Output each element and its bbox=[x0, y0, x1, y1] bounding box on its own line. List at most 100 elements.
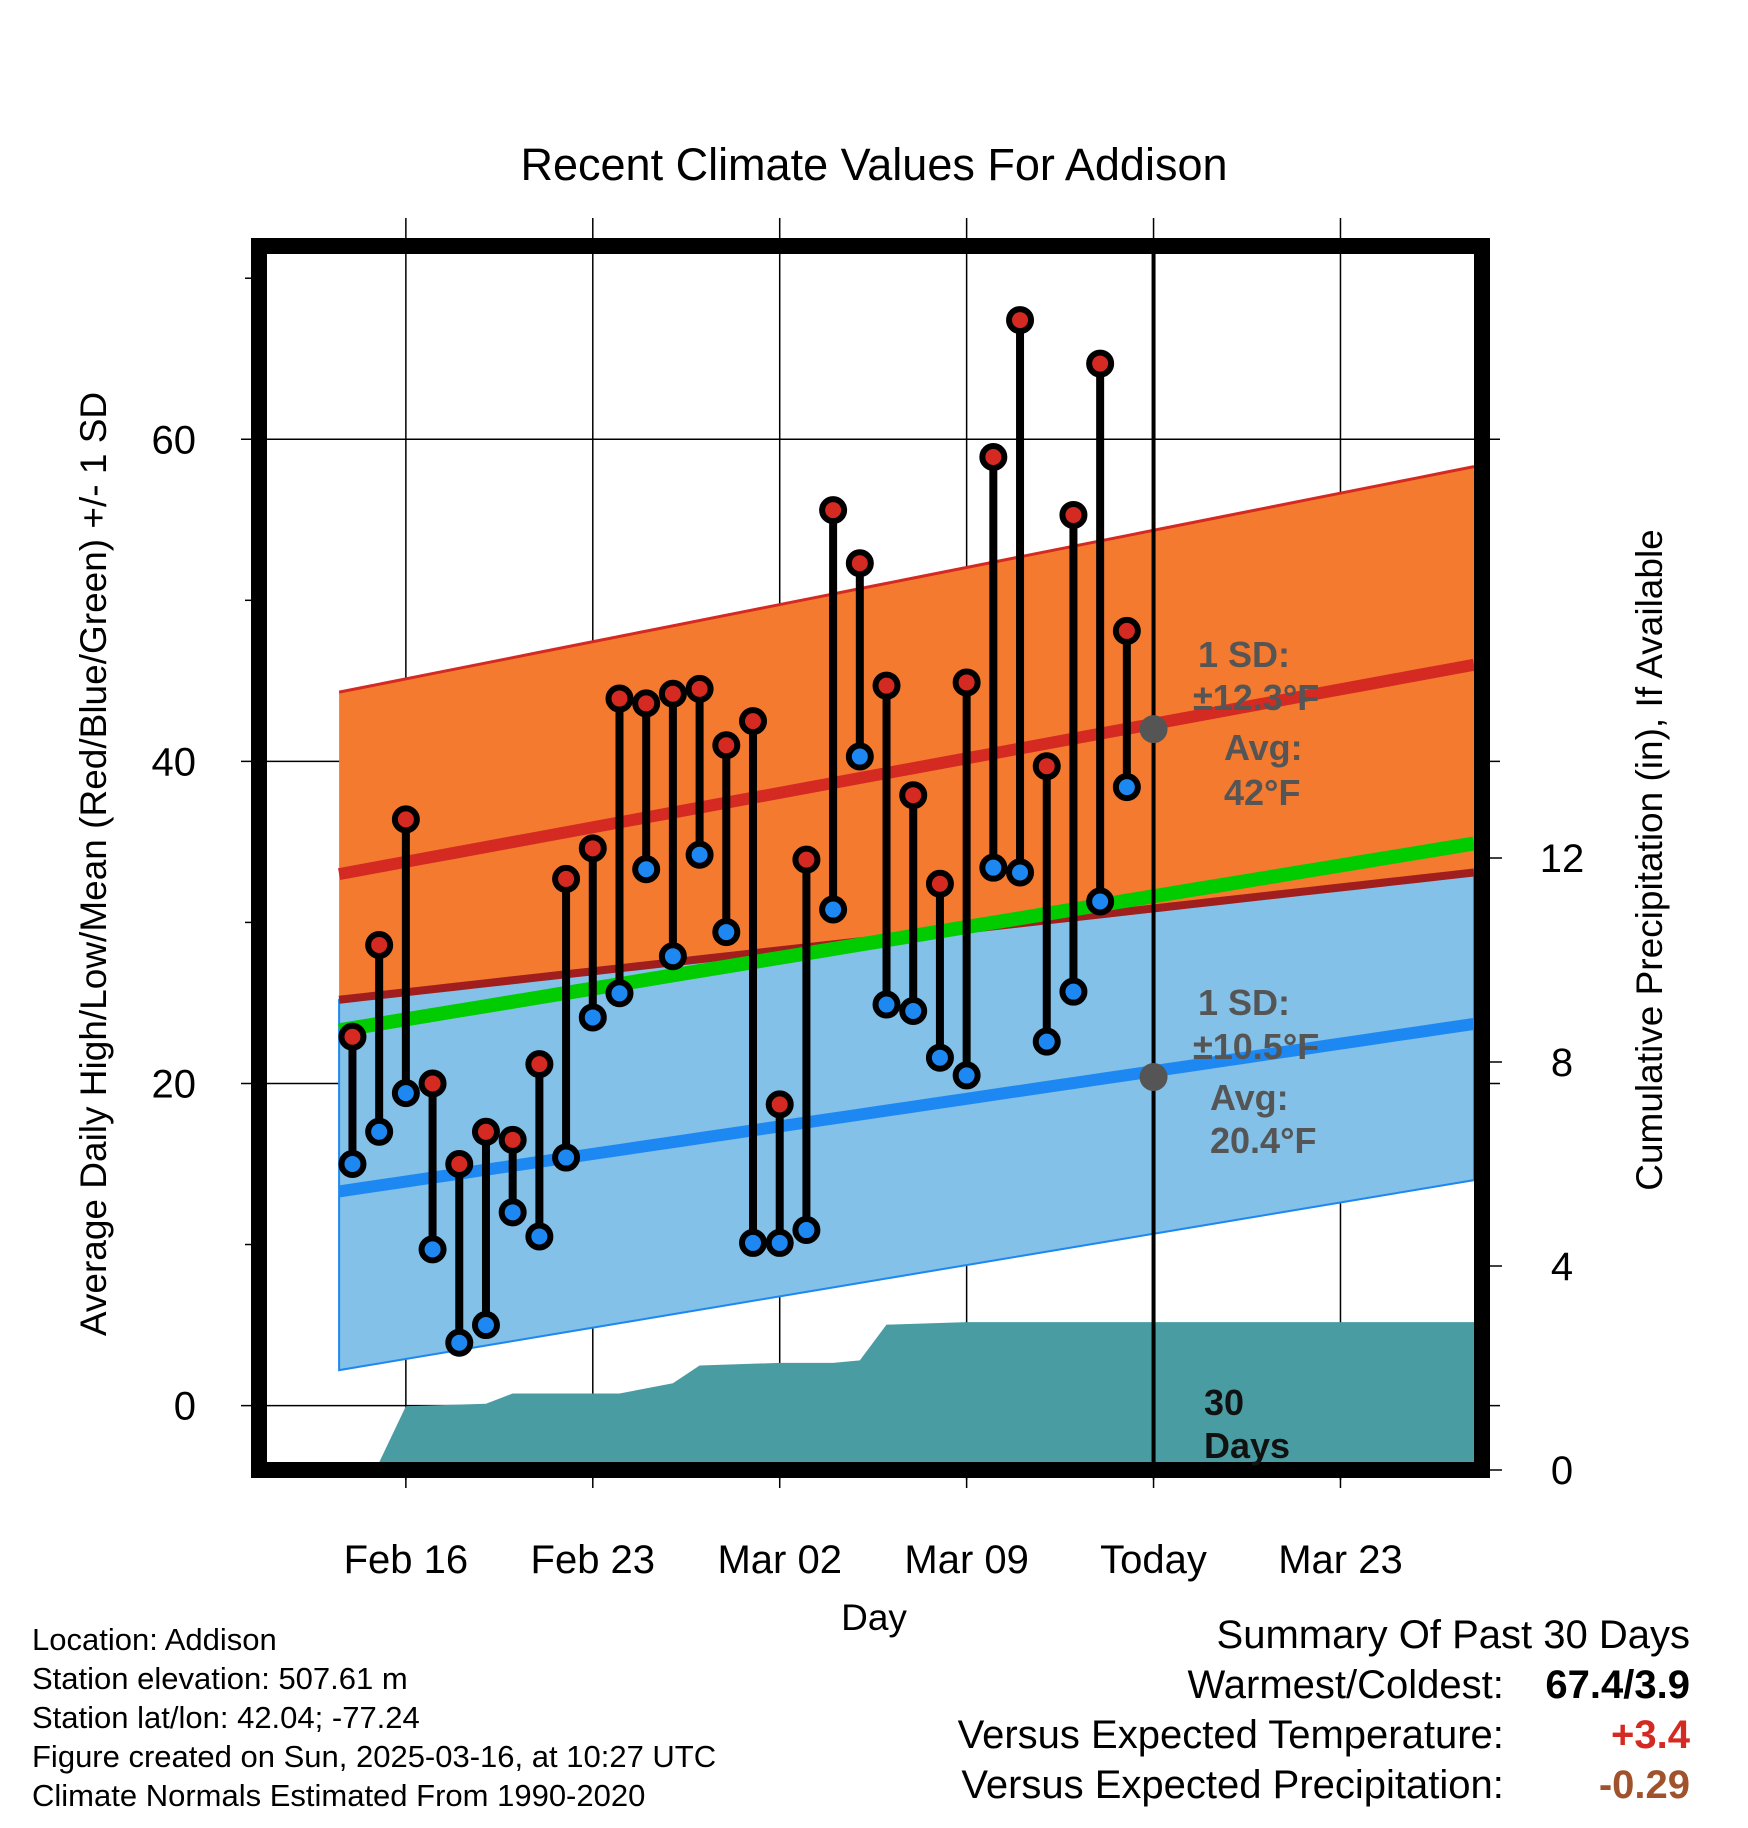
day-low-marker bbox=[739, 1228, 768, 1257]
x-tick-label: Mar 23 bbox=[1278, 1538, 1403, 1582]
low-sd-value: ±10.5°F bbox=[1193, 1026, 1319, 1067]
day-low-marker bbox=[552, 1143, 581, 1172]
today-low-avg-marker bbox=[1139, 1063, 1168, 1092]
day-high-marker bbox=[1032, 752, 1061, 781]
day-low-marker bbox=[685, 840, 714, 869]
day-low-marker bbox=[498, 1198, 527, 1227]
x-tick-label: Today bbox=[1100, 1538, 1207, 1582]
elevation-text: Station elevation: 507.61 m bbox=[32, 1661, 408, 1696]
precip-value: -0.29 bbox=[1598, 1763, 1690, 1807]
summary-temp-row: Versus Expected Temperature: +3.4 bbox=[958, 1710, 1690, 1760]
day-low-marker bbox=[899, 997, 928, 1025]
y-tick-label: 60 bbox=[152, 418, 197, 462]
y-axis-title: Average Daily High/Low/Mean (Red/Blue/Gr… bbox=[73, 392, 114, 1336]
y2-axis-title: Cumulative Precipitation (in), If Availa… bbox=[1629, 529, 1670, 1191]
day-low-marker bbox=[632, 855, 661, 884]
day-low-marker bbox=[1086, 887, 1115, 916]
day-high-marker bbox=[712, 731, 741, 760]
normal-high-line bbox=[338, 658, 1476, 881]
normal-low-line bbox=[338, 1017, 1475, 1198]
temp-value: +3.4 bbox=[1611, 1713, 1690, 1757]
x-tick-label: Mar 09 bbox=[904, 1538, 1029, 1582]
day-high-marker bbox=[845, 549, 874, 578]
day-high-marker bbox=[445, 1150, 474, 1178]
day-low-marker bbox=[605, 979, 634, 1008]
day-low-marker bbox=[578, 1003, 607, 1032]
warmest-label: Warmest/Coldest: bbox=[1187, 1663, 1504, 1707]
summary-precip-row: Versus Expected Precipitation: -0.29 bbox=[958, 1760, 1690, 1810]
high-sd-label: 1 SD: bbox=[1198, 634, 1290, 675]
day-high-marker bbox=[338, 1022, 367, 1051]
day-high-marker bbox=[899, 781, 928, 810]
y-tick-label: 0 bbox=[174, 1385, 196, 1429]
day-low-marker bbox=[1112, 773, 1141, 802]
axes: Recent Climate Values For Addison0204060… bbox=[73, 139, 1670, 1638]
day-low-marker bbox=[819, 895, 848, 924]
day-high-marker bbox=[979, 442, 1008, 471]
day-low-marker bbox=[445, 1328, 474, 1357]
day-high-marker bbox=[658, 679, 687, 708]
low-sd-label: 1 SD: bbox=[1198, 982, 1290, 1023]
day-low-marker bbox=[471, 1311, 500, 1340]
day-high-marker bbox=[1059, 500, 1088, 529]
summary-title: Summary Of Past 30 Days bbox=[1216, 1613, 1690, 1657]
day-high-marker bbox=[605, 684, 634, 713]
x-tick-label: Feb 16 bbox=[344, 1538, 469, 1582]
chart-title: Recent Climate Values For Addison bbox=[520, 139, 1227, 190]
day-high-marker bbox=[365, 930, 394, 959]
day-high-marker bbox=[578, 834, 607, 863]
precip-fill bbox=[339, 1322, 1474, 1470]
day-high-marker bbox=[471, 1117, 500, 1146]
day-low-marker bbox=[1059, 977, 1088, 1006]
daily-range-bars bbox=[338, 306, 1141, 1357]
day-high-marker bbox=[525, 1050, 554, 1079]
y2-tick-label: 0 bbox=[1551, 1449, 1573, 1493]
low-avg-value: 20.4°F bbox=[1210, 1120, 1316, 1161]
station-info: Location: Addison Station elevation: 507… bbox=[32, 1620, 716, 1815]
y2-tick-label: 8 bbox=[1551, 1041, 1573, 1085]
day-low-marker bbox=[765, 1228, 794, 1257]
high-avg-label: Avg: bbox=[1224, 727, 1303, 768]
x-tick-label: Mar 02 bbox=[717, 1538, 842, 1582]
precip-area bbox=[339, 1322, 1474, 1470]
high-avg-value: 42°F bbox=[1224, 772, 1300, 813]
day-high-marker bbox=[552, 864, 581, 893]
day-low-marker bbox=[952, 1061, 981, 1090]
high-sd-value: ±12.3°F bbox=[1193, 677, 1319, 718]
day-low-marker bbox=[365, 1117, 394, 1146]
created-text: Figure created on Sun, 2025-03-16, at 10… bbox=[32, 1739, 717, 1774]
day-high-marker bbox=[952, 668, 981, 697]
day-low-marker bbox=[792, 1216, 821, 1245]
today-high-avg-marker bbox=[1139, 715, 1168, 744]
y2-tick-label: 12 bbox=[1540, 837, 1585, 881]
day-low-marker bbox=[418, 1235, 447, 1264]
day-low-marker bbox=[925, 1043, 954, 1072]
high-sd-upper-line bbox=[338, 465, 1475, 694]
day-low-marker bbox=[1032, 1027, 1061, 1056]
day-low-marker bbox=[338, 1150, 367, 1178]
day-low-marker bbox=[979, 853, 1008, 882]
day-high-marker bbox=[1006, 306, 1035, 335]
day-low-marker bbox=[712, 918, 741, 947]
day-high-marker bbox=[632, 689, 661, 718]
day-high-marker bbox=[1112, 616, 1141, 645]
latlon-text: Station lat/lon: 42.04; -77.24 bbox=[32, 1700, 420, 1735]
day-high-marker bbox=[765, 1090, 794, 1119]
days-label-text: Days bbox=[1204, 1425, 1290, 1466]
day-low-marker bbox=[391, 1079, 420, 1108]
day-low-marker bbox=[525, 1222, 554, 1251]
day-high-marker bbox=[739, 707, 768, 736]
day-high-marker bbox=[418, 1069, 447, 1098]
days-label-number: 30 bbox=[1204, 1382, 1244, 1423]
precip-label: Versus Expected Precipitation: bbox=[961, 1763, 1504, 1807]
x-tick-label: Feb 23 bbox=[531, 1538, 656, 1582]
warmest-value: 67.4/3.9 bbox=[1545, 1663, 1690, 1707]
day-high-marker bbox=[925, 869, 954, 898]
day-high-marker bbox=[872, 671, 901, 700]
day-high-marker bbox=[685, 674, 714, 703]
normal-mean-line bbox=[337, 836, 1476, 1038]
x-axis-title: Day bbox=[841, 1597, 907, 1638]
day-high-marker bbox=[1086, 349, 1115, 378]
location-text: Location: Addison bbox=[32, 1622, 277, 1657]
